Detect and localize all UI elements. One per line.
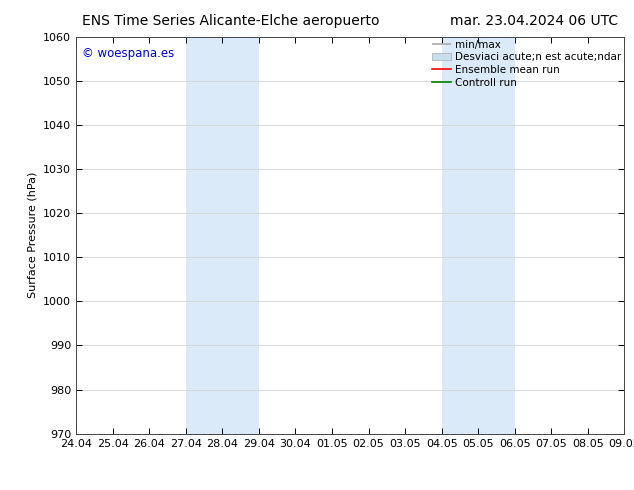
Text: mar. 23.04.2024 06 UTC: mar. 23.04.2024 06 UTC	[450, 14, 618, 27]
Bar	[442, 37, 515, 434]
Y-axis label: Surface Pressure (hPa): Surface Pressure (hPa)	[27, 172, 37, 298]
Text: © woespana.es: © woespana.es	[82, 47, 174, 60]
Bar	[186, 37, 259, 434]
Text: ENS Time Series Alicante-Elche aeropuerto: ENS Time Series Alicante-Elche aeropuert…	[82, 14, 380, 27]
Legend: min/max, Desviaci acute;n est acute;ndar, Ensemble mean run, Controll run: min/max, Desviaci acute;n est acute;ndar…	[432, 40, 621, 88]
